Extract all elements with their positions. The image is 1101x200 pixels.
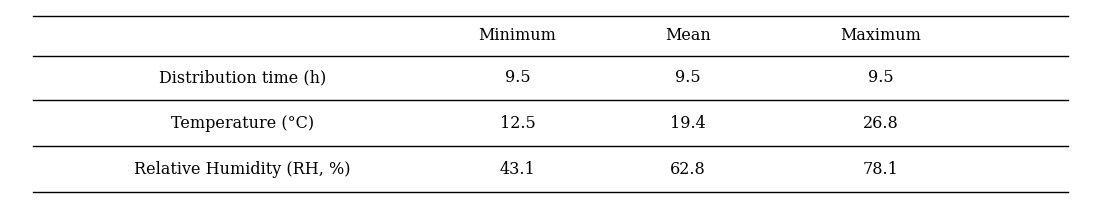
Text: Maximum: Maximum [840,27,922,45]
Text: 62.8: 62.8 [671,160,706,178]
Text: Distribution time (h): Distribution time (h) [159,70,326,86]
Text: 12.5: 12.5 [500,114,535,132]
Text: 19.4: 19.4 [671,114,706,132]
Text: 43.1: 43.1 [500,160,535,178]
Text: 9.5: 9.5 [675,70,701,86]
Text: 9.5: 9.5 [868,70,894,86]
Text: 9.5: 9.5 [504,70,531,86]
Text: 78.1: 78.1 [863,160,898,178]
Text: Mean: Mean [665,27,711,45]
Text: Minimum: Minimum [479,27,556,45]
Text: 26.8: 26.8 [863,114,898,132]
Text: Relative Humidity (RH, %): Relative Humidity (RH, %) [134,160,350,178]
Text: Temperature (°C): Temperature (°C) [171,114,314,132]
